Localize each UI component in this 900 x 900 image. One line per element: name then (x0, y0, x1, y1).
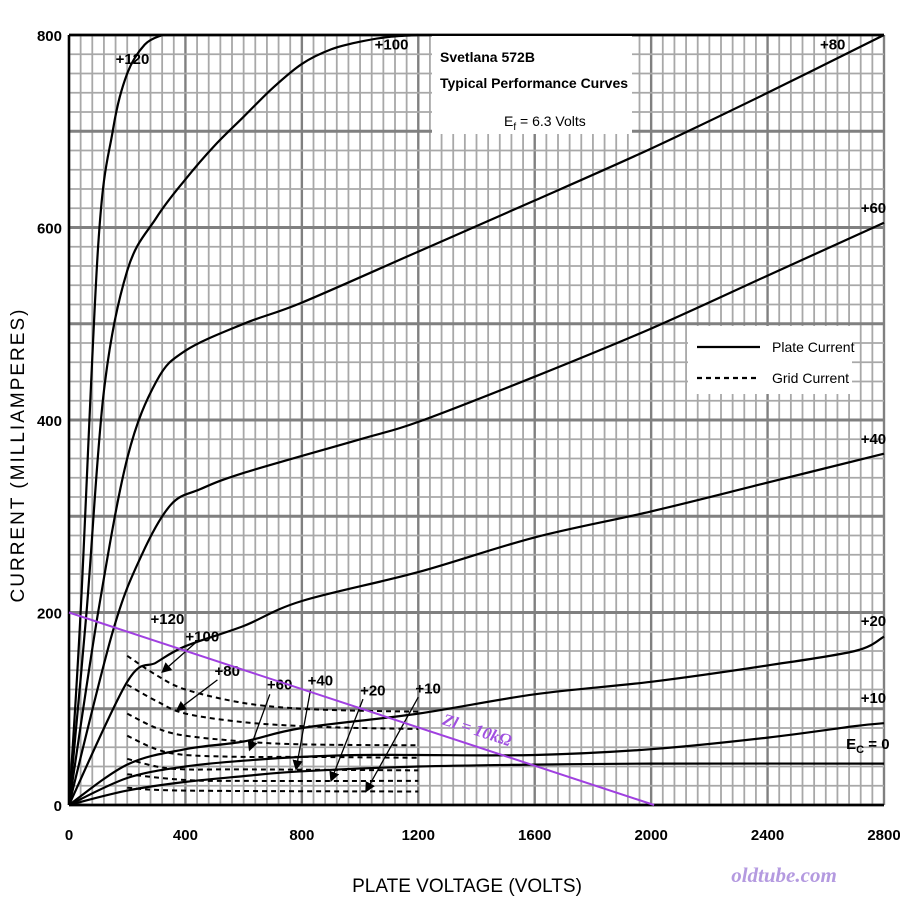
plate-current-line (67, 221, 885, 806)
x-axis-title: PLATE VOLTAGE (VOLTS) (352, 876, 582, 897)
x-tick-label: 400 (173, 827, 198, 844)
y-tick-label: 600 (37, 221, 62, 238)
legend-plate-label: Plate Current (772, 339, 855, 355)
plate-curve-label: EC = 0 (846, 736, 889, 756)
plate-curve-label: +100 (375, 36, 409, 53)
plate-current-line (67, 33, 419, 806)
y-axis-title: CURRENT (MILLIAMPERES) (8, 308, 29, 603)
plate-current-line (68, 722, 885, 806)
grid-curve-label: +120 (151, 611, 185, 628)
plate-curve-label: +20 (861, 613, 886, 630)
y-tick-label: 800 (37, 28, 62, 45)
plate-curve-label: +120 (116, 51, 150, 68)
plate-current-series (67, 33, 885, 807)
grid-curve-label: +40 (308, 673, 333, 690)
plate-curve-label: +10 (861, 690, 886, 707)
axis-ticks: 0 400 800 1200 1600 2000 2400 2800 0 200 400 600 800 (37, 28, 900, 844)
y-tick-label: 400 (37, 413, 62, 430)
title-box: Svetlana 572B Typical Performance Curves… (432, 36, 632, 134)
grid-curve-label: +100 (185, 628, 219, 645)
watermark: oldtube.com (731, 863, 837, 887)
grid-current-line (127, 786, 419, 793)
legend: Plate Current Grid Current (688, 326, 855, 394)
plate-current-line (68, 452, 885, 806)
grid-curve-label: +10 (415, 680, 440, 697)
plate-curve-label: +40 (861, 431, 886, 448)
chart-grid (67, 33, 886, 807)
x-tick-label: 1200 (402, 827, 435, 844)
grid-current-arrow (161, 640, 198, 674)
x-tick-label: 800 (289, 827, 314, 844)
plate-curve-label: +80 (820, 36, 845, 53)
plate-current-line (67, 34, 163, 806)
plate-current-line (67, 34, 885, 806)
grid-current-arrow (292, 689, 312, 771)
legend-background (688, 326, 852, 394)
x-tick-label: 2800 (867, 827, 900, 844)
y-tick-label: 200 (37, 606, 62, 623)
grid-current-arrow (247, 694, 271, 752)
x-tick-label: 1600 (518, 827, 551, 844)
chart-subtitle: Typical Performance Curves (440, 75, 628, 91)
x-tick-label: 2400 (751, 827, 784, 844)
grid-current-arrow (329, 698, 364, 783)
grid-current-arrow (365, 696, 419, 793)
grid-current-line (126, 712, 419, 747)
grid-current-line (127, 773, 419, 782)
filament-note: Ef = 6.3 Volts (504, 113, 586, 133)
grid-curve-label: +20 (360, 682, 385, 699)
title-box-background (432, 36, 632, 134)
grid-current-line (126, 654, 419, 713)
grid-current-series (126, 640, 419, 793)
grid-current-arrow (175, 679, 218, 712)
load-line (68, 611, 655, 806)
x-tick-label: 0 (65, 827, 73, 844)
x-tick-label: 2000 (634, 827, 667, 844)
plate-current-line (68, 635, 885, 806)
chart-title: Svetlana 572B (440, 49, 535, 65)
grid-current-line (126, 734, 419, 759)
plate-curve-label: +60 (861, 200, 886, 217)
y-tick-label: 0 (54, 798, 62, 815)
legend-grid-label: Grid Current (772, 370, 849, 386)
